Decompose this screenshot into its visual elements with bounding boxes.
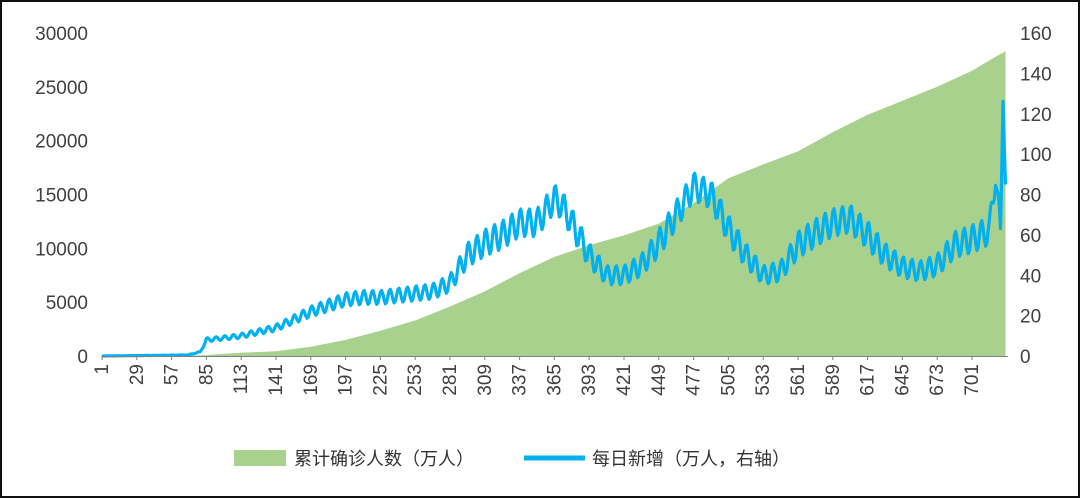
y-left-tick-label: 5000	[46, 293, 88, 314]
x-tick-label: 29	[127, 364, 148, 385]
x-tick-label: 113	[231, 364, 252, 394]
legend-label-daily: 每日新增（万人，右轴）	[592, 449, 790, 470]
line-series-daily	[101, 99, 1008, 358]
x-tick-label: 365	[544, 364, 565, 396]
y-right-tick-label: 140	[1020, 64, 1052, 85]
x-tick-label: 477	[684, 364, 705, 396]
y-right-tick-label: 20	[1020, 307, 1041, 328]
x-tick-label: 449	[649, 364, 670, 396]
y-left-tick-label: 15000	[35, 186, 88, 207]
legend-label-cumulative: 累计确诊人数（万人）	[294, 449, 474, 470]
y-left-tick-label: 0	[77, 347, 88, 368]
x-tick-label: 505	[718, 364, 739, 396]
y-left-tick-label: 20000	[35, 132, 88, 153]
x-tick-label: 309	[475, 364, 496, 396]
x-tick-label: 1	[92, 364, 113, 375]
y-right-tick-label: 40	[1020, 266, 1041, 287]
x-tick-label: 393	[579, 364, 600, 396]
x-tick-label: 197	[336, 364, 357, 396]
x-tick-label: 701	[962, 364, 983, 396]
y-left-tick-label: 30000	[35, 24, 88, 45]
y-right-tick-label: 100	[1020, 145, 1052, 166]
x-tick-label: 253	[405, 364, 426, 396]
x-tick-label: 141	[266, 364, 287, 396]
x-tick-label: 673	[927, 364, 948, 396]
x-tick-label: 589	[823, 364, 844, 396]
x-tick-label: 85	[196, 364, 217, 385]
legend-swatch-cumulative	[234, 450, 286, 466]
x-tick-label: 169	[301, 364, 322, 396]
x-tick-label: 281	[440, 364, 461, 396]
x-tick-label: 645	[892, 364, 913, 396]
x-tick-label: 57	[162, 364, 183, 385]
x-tick-label: 533	[753, 364, 774, 396]
y-left-tick-label: 25000	[35, 78, 88, 99]
y-right-tick-label: 120	[1020, 105, 1052, 126]
y-right-tick-label: 160	[1020, 24, 1052, 45]
y-right-tick-label: 80	[1020, 186, 1041, 207]
y-right-tick-label: 60	[1020, 226, 1041, 247]
y-left-tick-label: 10000	[35, 239, 88, 260]
x-tick-label: 421	[614, 364, 635, 396]
x-tick-label: 617	[858, 364, 879, 396]
y-right-tick-label: 0	[1020, 347, 1031, 368]
x-tick-label: 225	[370, 364, 391, 396]
x-tick-label: 337	[510, 364, 531, 396]
x-tick-label: 561	[788, 364, 809, 396]
